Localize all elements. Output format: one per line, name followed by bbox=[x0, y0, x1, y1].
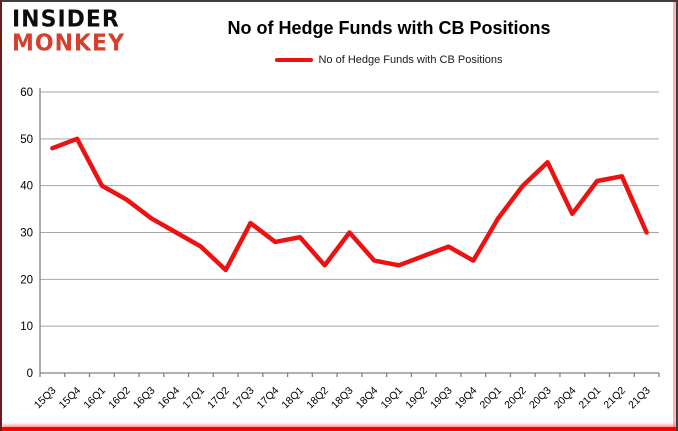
y-axis-tick-label: 10 bbox=[20, 321, 33, 333]
chart-title: No of Hedge Funds with CB Positions bbox=[227, 18, 551, 38]
x-axis-tick-label: 15Q4 bbox=[57, 385, 84, 412]
logo-text-insider: INSIDER bbox=[12, 6, 120, 33]
x-axis-tick-label: 18Q4 bbox=[354, 385, 381, 412]
x-axis-tick-label: 19Q2 bbox=[403, 385, 430, 412]
legend: No of Hedge Funds with CB Positions bbox=[142, 54, 636, 66]
legend-label: No of Hedge Funds with CB Positions bbox=[318, 54, 503, 66]
x-axis-tick-label: 20Q1 bbox=[478, 385, 505, 412]
x-axis-tick-label: 21Q2 bbox=[601, 385, 628, 412]
x-axis-tick-label: 18Q2 bbox=[304, 385, 331, 412]
x-axis-tick-label: 19Q3 bbox=[428, 385, 455, 412]
x-axis-tick-label: 17Q4 bbox=[255, 385, 282, 412]
right-accent-strip bbox=[673, 2, 676, 431]
x-axis-tick-label: 17Q1 bbox=[180, 385, 207, 412]
x-axis-tick-label: 19Q1 bbox=[378, 385, 405, 412]
x-axis-tick-label: 19Q4 bbox=[453, 385, 480, 412]
x-axis-tick-label: 20Q3 bbox=[527, 385, 554, 412]
logo-text-monkey: MONKEY bbox=[12, 30, 126, 57]
y-axis-tick-label: 40 bbox=[20, 181, 33, 193]
x-axis-tick-label: 17Q2 bbox=[205, 385, 232, 412]
x-axis-tick-label: 18Q3 bbox=[329, 385, 356, 412]
y-axis-tick-label: 30 bbox=[20, 228, 33, 240]
y-axis-tick-label: 20 bbox=[20, 274, 33, 286]
x-axis-tick-label: 15Q3 bbox=[32, 385, 59, 412]
plot-area: 0 10 20 30 40 50 60 15Q3 15Q4 16Q1 16Q2 16Q3 16Q4 17Q… bbox=[2, 80, 676, 428]
x-axis-tick-label: 16Q4 bbox=[156, 385, 183, 412]
data-series-line bbox=[50, 136, 649, 273]
chart-canvas: 010203040506015Q315Q416Q116Q216Q316Q417Q… bbox=[20, 87, 660, 412]
x-axis-tick-label: 16Q1 bbox=[81, 385, 108, 412]
insider-monkey-logo: INSIDER MONKEY bbox=[12, 6, 126, 57]
legend-line-swatch bbox=[275, 58, 314, 62]
x-axis-tick-label: 18Q1 bbox=[279, 385, 306, 412]
y-axis-tick-label: 50 bbox=[20, 134, 33, 146]
y-axis-tick-label: 60 bbox=[20, 87, 33, 99]
x-axis-tick-label: 20Q4 bbox=[552, 385, 579, 412]
x-axis-tick-label: 16Q3 bbox=[131, 385, 158, 412]
x-axis-tick-label: 17Q3 bbox=[230, 385, 257, 412]
x-axis-tick-label: 21Q3 bbox=[626, 385, 653, 412]
bottom-red-rule bbox=[2, 427, 676, 431]
y-axis-tick-label: 0 bbox=[27, 368, 33, 380]
x-axis-tick-label: 21Q1 bbox=[577, 385, 604, 412]
x-axis-tick-label: 20Q2 bbox=[502, 385, 529, 412]
x-axis-tick-label: 16Q2 bbox=[106, 385, 133, 412]
